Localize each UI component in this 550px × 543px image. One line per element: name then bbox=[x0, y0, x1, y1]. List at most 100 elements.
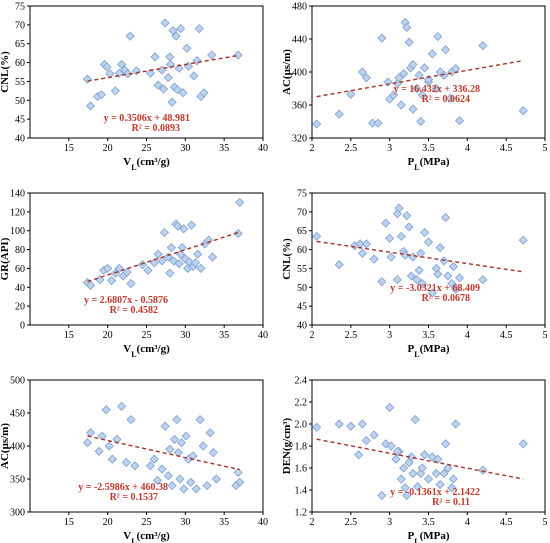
data-point bbox=[121, 457, 131, 468]
y-tick-label: 70 bbox=[15, 20, 25, 31]
y-tick-label: 2.0 bbox=[295, 420, 308, 431]
data-point bbox=[131, 66, 141, 76]
chart-panel-2: 2 2.5 3 3.5 4 4.5 5 320 360 400 440 480 PL(MPa) AC(μs… bbox=[281, 2, 548, 172]
trend-equation: y = 2.6807x - 0.5876 bbox=[84, 295, 168, 306]
data-point bbox=[433, 454, 443, 464]
data-point bbox=[157, 464, 167, 474]
data-point bbox=[166, 243, 176, 253]
data-point bbox=[433, 31, 443, 42]
y-tick-label: 1.8 bbox=[295, 442, 308, 453]
x-axis-label: PL(MPa) bbox=[407, 156, 449, 172]
data-point bbox=[400, 483, 410, 493]
data-point bbox=[163, 73, 173, 83]
data-point bbox=[431, 468, 441, 479]
data-point bbox=[443, 271, 453, 281]
data-point bbox=[404, 37, 414, 47]
x-tick-label: 20 bbox=[103, 517, 113, 528]
y-tick-label: 65 bbox=[297, 226, 307, 237]
x-tick-label: 4 bbox=[465, 143, 470, 154]
data-point bbox=[174, 63, 184, 73]
data-point bbox=[97, 431, 107, 441]
data-point bbox=[388, 90, 399, 100]
data-point bbox=[399, 69, 409, 79]
data-point bbox=[190, 258, 200, 268]
x-tick-label: 2 bbox=[310, 330, 315, 341]
data-point bbox=[157, 256, 167, 266]
x-tick-label: 30 bbox=[180, 330, 190, 341]
y-tick-label: 360 bbox=[292, 101, 307, 112]
y-tick-label: 55 bbox=[15, 77, 25, 88]
x-tick-label: 3 bbox=[387, 143, 392, 154]
data-point bbox=[117, 401, 127, 411]
data-point bbox=[386, 252, 396, 262]
x-tick-label: 25 bbox=[142, 143, 152, 154]
data-point bbox=[435, 479, 445, 490]
data-point bbox=[518, 235, 528, 245]
data-point bbox=[163, 471, 173, 481]
data-point bbox=[312, 422, 322, 432]
x-tick-label: 25 bbox=[142, 517, 152, 528]
data-point bbox=[184, 257, 194, 267]
data-point bbox=[231, 481, 241, 491]
y-tick-label: 65 bbox=[15, 39, 25, 50]
data-point bbox=[441, 45, 451, 55]
data-point bbox=[334, 419, 344, 429]
data-point bbox=[385, 233, 395, 243]
data-point bbox=[410, 415, 420, 425]
data-point bbox=[381, 218, 391, 228]
data-point bbox=[427, 288, 437, 298]
data-point bbox=[122, 267, 132, 277]
x-tick-label: 5 bbox=[543, 330, 548, 341]
trend-equation: y = -2.5986x + 460.38 bbox=[78, 482, 168, 493]
trend-equation: y = 16.432x + 336.28 bbox=[394, 84, 480, 95]
data-point bbox=[233, 50, 243, 60]
data-point bbox=[334, 109, 344, 119]
data-point bbox=[447, 278, 457, 289]
trend-line bbox=[87, 435, 240, 471]
y-axis-label: AC(μs/m) bbox=[0, 423, 11, 469]
data-point bbox=[417, 463, 427, 473]
y-tick-label: 60 bbox=[15, 264, 25, 275]
data-point bbox=[189, 71, 199, 81]
x-tick-label: 35 bbox=[219, 517, 229, 528]
y-axis-label: AC(μs/m) bbox=[281, 49, 293, 95]
x-tick-label: 4.5 bbox=[500, 330, 513, 341]
data-point bbox=[153, 80, 163, 90]
data-point bbox=[402, 490, 412, 501]
x-tick-label: 3 bbox=[387, 517, 392, 528]
x-tick-label: 35 bbox=[219, 143, 229, 154]
data-point bbox=[312, 231, 322, 241]
data-point bbox=[346, 421, 356, 431]
y-tick-label: 480 bbox=[292, 2, 307, 13]
data-point bbox=[191, 484, 201, 494]
data-point bbox=[417, 90, 427, 100]
data-point bbox=[420, 63, 430, 73]
x-axis-label: VL(cm³/g) bbox=[123, 156, 170, 172]
data-point bbox=[159, 228, 169, 238]
data-point bbox=[177, 243, 187, 253]
data-point bbox=[186, 477, 196, 487]
x-tick-label: 15 bbox=[64, 143, 74, 154]
x-tick-label: 40 bbox=[258, 330, 268, 341]
data-point bbox=[104, 441, 114, 451]
data-point bbox=[357, 419, 368, 429]
data-point bbox=[186, 220, 197, 230]
data-point bbox=[145, 68, 155, 78]
x-tick-label: 3 bbox=[387, 330, 392, 341]
data-point bbox=[96, 90, 107, 100]
y-tick-label: 400 bbox=[292, 68, 307, 79]
data-point bbox=[406, 271, 416, 281]
x-axis-label: PL(MPa) bbox=[407, 343, 449, 359]
y-tick-label: 20 bbox=[15, 302, 25, 313]
x-tick-label: 5 bbox=[543, 517, 548, 528]
data-point bbox=[196, 263, 206, 273]
data-point bbox=[402, 22, 412, 33]
data-point bbox=[235, 197, 245, 207]
data-point bbox=[478, 41, 488, 51]
data-point bbox=[427, 49, 437, 59]
data-point bbox=[233, 467, 243, 477]
data-point bbox=[373, 118, 383, 128]
data-point bbox=[145, 461, 155, 471]
data-point bbox=[82, 438, 93, 448]
